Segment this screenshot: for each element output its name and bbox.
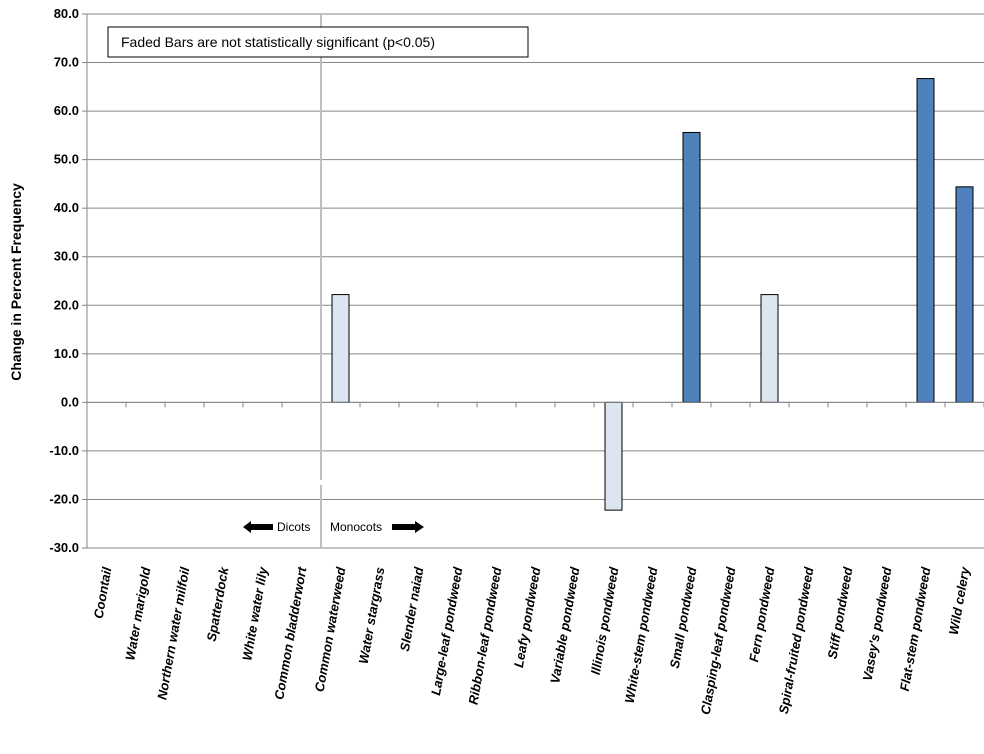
y-tick-label: -20.0 [49,491,79,506]
y-tick-label: 60.0 [54,103,79,118]
y-tick-labels: 80.0 70.0 60.0 50.0 40.0 30.0 20.0 10.0 0.0 -10.0… [49,6,79,555]
right-arrow-icon [392,521,424,533]
category-label: Small pondweed [667,565,700,670]
y-tick-label: 10.0 [54,346,79,361]
category-label: Water marigold [122,565,153,662]
category-label: Illinois pondweed [588,565,622,676]
category-label: Leafy pondweed [511,565,544,669]
y-tick-label: 30.0 [54,249,79,264]
category-label: Common bladderwort [271,565,309,701]
category-label: Coontail [91,566,115,620]
group-annotation: Dicots Monocots [243,520,424,534]
left-arrow-icon [243,521,273,533]
category-label: Clasping-leaf pondweed [698,565,739,716]
bar [331,294,350,403]
x-axis [86,401,984,408]
y-tick-label: 70.0 [54,55,79,70]
category-label: Water stargrass [356,566,388,665]
category-label: Fern pondweed [746,565,778,663]
category-label: White water lily [239,565,270,662]
bar [955,186,974,403]
bar [682,131,701,403]
category-label: Spiral-fruited pondweed [776,565,817,715]
category-label: Spatterdock [204,565,232,642]
y-tick-label: -30.0 [49,540,79,555]
y-axis-label: Change in Percent Frequency [8,183,24,381]
y-tick-label: -10.0 [49,443,79,458]
category-label: Northern water milfoil [154,566,192,701]
bars [331,78,974,511]
y-tick-label: 40.0 [54,200,79,215]
category-label: Ribbon-leaf pondweed [465,565,504,706]
category-label: Variable pondweed [547,565,582,685]
bar [916,78,935,403]
category-label: Vasey's pondweed [860,565,895,682]
category-label: Large-leaf pondweed [428,565,466,697]
category-label: Slender naiad [397,565,427,653]
category-label: White-stem pondweed [622,565,661,704]
monocots-label: Monocots [330,520,382,534]
category-label: Wild celery [946,565,973,636]
y-tick-label: 80.0 [54,6,79,21]
y-tick-label: 0.0 [61,394,79,409]
y-tick-label: 20.0 [54,297,79,312]
note-text: Faded Bars are not statistically signifi… [121,34,435,50]
bar [604,401,623,511]
gridlines [82,13,984,549]
dicots-label: Dicots [277,520,310,534]
category-label: Stiff pondweed [825,565,856,660]
category-label: Flat-stem pondweed [897,565,934,692]
bar [760,294,779,403]
note-box: Faded Bars are not statistically signifi… [107,26,529,58]
category-label: Common waterweed [312,565,349,693]
y-tick-label: 50.0 [54,152,79,167]
category-labels: Coontail Water marigold Northern water mil… [91,565,973,716]
